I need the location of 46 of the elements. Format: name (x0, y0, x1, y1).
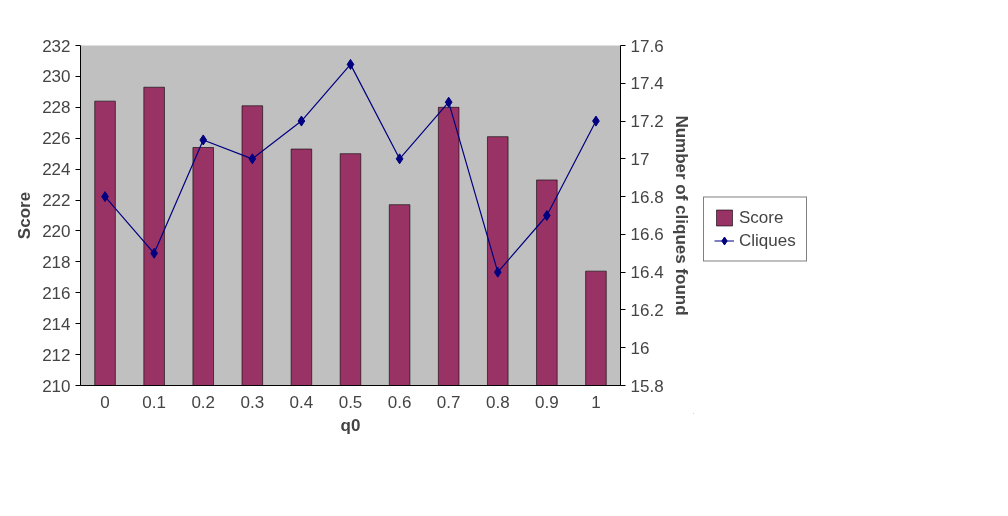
point (199, 134, 208, 146)
y-tick-label: 226 (42, 129, 71, 149)
y2-axis-title: Number of cliques found (671, 115, 691, 316)
x-tick-label: 1 (591, 392, 601, 412)
x-tick-label: 0.9 (535, 392, 559, 412)
y-tick-label: 218 (42, 252, 71, 272)
x-axis-title: q0 (340, 415, 361, 435)
y-tick-label: 220 (42, 221, 71, 241)
y-tick-label: 212 (42, 345, 71, 365)
y-tick-label: 222 (42, 191, 71, 211)
point (395, 153, 404, 165)
y2-tick-label: 16.2 (630, 300, 664, 320)
legend-label: Cliques (739, 230, 796, 251)
y2-tick-label: 16.6 (630, 225, 664, 245)
y2-tick-label: 17.2 (630, 112, 664, 132)
y2-tick-label: 17.6 (630, 36, 664, 56)
y-tick-label: 214 (42, 314, 71, 334)
point (444, 96, 453, 108)
y2-tick-label: 16 (630, 338, 650, 358)
y2-tick-label: 16.8 (630, 187, 664, 207)
y-tick-label: 224 (42, 160, 71, 180)
x-tick-label: 0.2 (191, 392, 216, 412)
point (493, 266, 502, 278)
x-tick-label: 0.3 (240, 392, 265, 412)
y-tick-label: 230 (42, 67, 71, 87)
x-tick-label: 0 (100, 392, 110, 412)
y2-tick-label: 17.4 (630, 74, 664, 94)
x-tick-label: 0.5 (338, 392, 363, 412)
y-tick-label: 228 (42, 98, 71, 118)
y-tick-label: 210 (42, 376, 71, 396)
x-tick-label: 0.7 (436, 392, 461, 412)
point (297, 115, 306, 127)
y-tick-label: 216 (42, 283, 71, 303)
point (346, 58, 355, 70)
y2-tick-label: 15.8 (630, 376, 664, 396)
y2-tick-label: 17 (630, 149, 650, 169)
x-tick-label: 0.6 (387, 392, 412, 412)
point (248, 153, 257, 165)
legend-label: Score (739, 207, 784, 228)
x-tick-label: 0.8 (485, 392, 510, 412)
y2-tick-label: 16.4 (630, 263, 664, 283)
x-tick-label: 0.4 (289, 392, 314, 412)
y-axis-title: Score (15, 191, 35, 240)
x-tick-label: 0.1 (142, 392, 166, 412)
y-tick-label: 232 (42, 36, 71, 56)
point (543, 210, 551, 221)
